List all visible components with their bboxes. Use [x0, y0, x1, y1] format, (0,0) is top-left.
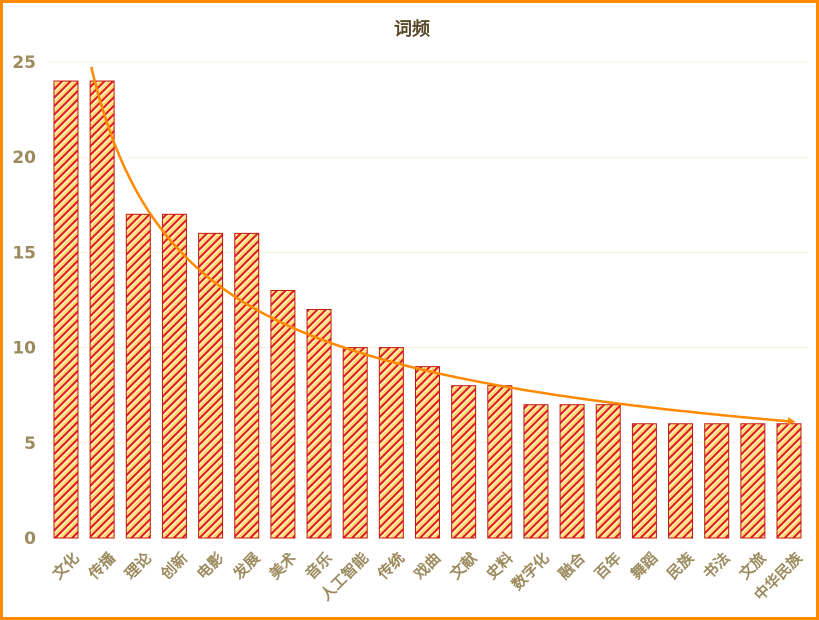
- bar-中华民族: [776, 423, 802, 539]
- bar-书法: [704, 423, 730, 539]
- x-tick-label: 传统: [373, 549, 408, 584]
- y-tick-label: 10: [12, 339, 36, 359]
- x-tick-label: 书法: [699, 549, 733, 583]
- x-tick-label: 融合: [555, 548, 590, 583]
- x-tick-label: 戏曲: [410, 549, 445, 584]
- x-tick-label: 百年: [591, 549, 625, 583]
- x-tick-label: 理论: [121, 548, 156, 583]
- bar-文化: [53, 80, 79, 539]
- bar-文旅: [740, 423, 766, 539]
- bar-创新: [161, 213, 187, 539]
- x-tick-label: 民族: [663, 548, 698, 583]
- bar-发展: [234, 232, 260, 539]
- bar-史料: [487, 385, 513, 539]
- trendline: [90, 66, 796, 426]
- bar-戏曲: [415, 366, 440, 539]
- chart-title: 词频: [394, 18, 430, 40]
- bar-传统: [378, 347, 404, 539]
- x-tick-label: 文献: [446, 549, 480, 583]
- bar-文献: [451, 385, 477, 539]
- x-tick-label: 电影: [193, 549, 227, 583]
- y-tick-label: 25: [12, 53, 36, 73]
- y-tick-label: 5: [24, 434, 36, 454]
- bar-民族: [668, 423, 694, 539]
- y-tick-label: 0: [24, 529, 36, 549]
- bar-百年: [595, 404, 621, 539]
- bar-融合: [559, 404, 585, 539]
- bar-chart: 词频 0510152025文化 传播 理论 创新 电影 发展 美术 音乐人工智能 传统 戏曲 文献史…: [12, 18, 808, 604]
- bar-人工智能: [342, 347, 368, 539]
- x-tick-label: 数字化: [508, 549, 553, 594]
- bar-数字化: [523, 404, 549, 539]
- y-tick-label: 15: [12, 243, 36, 263]
- x-tick-label: 文化: [49, 549, 83, 583]
- bar-舞蹈: [631, 423, 657, 539]
- x-tick-label: 传播: [84, 548, 119, 583]
- y-tick-label: 20: [12, 148, 36, 168]
- bar-传播: [89, 80, 115, 539]
- bar-理论: [125, 213, 151, 539]
- x-tick-label: 舞蹈: [627, 549, 661, 583]
- bar-音乐: [306, 309, 332, 539]
- x-tick-label: 创新: [157, 549, 192, 584]
- x-tick-label: 发展: [229, 549, 264, 584]
- bar-美术: [270, 289, 296, 539]
- x-tick-label: 美术: [266, 549, 300, 583]
